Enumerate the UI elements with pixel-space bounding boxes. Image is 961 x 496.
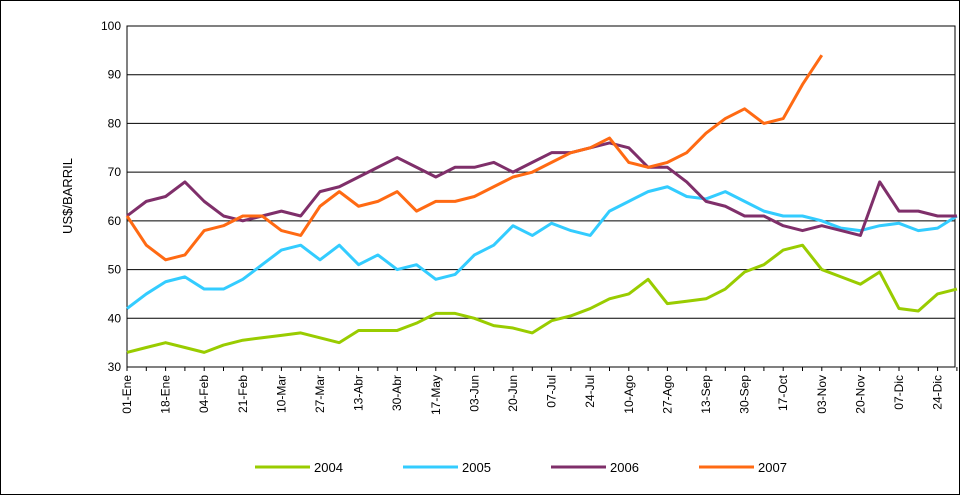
x-tick-label: 07-Dic bbox=[892, 375, 906, 410]
y-tick-label: 40 bbox=[108, 311, 122, 325]
x-tick-label: 03-Jun bbox=[467, 375, 481, 412]
y-tick-label: 80 bbox=[108, 116, 122, 130]
series-line bbox=[126, 141, 957, 237]
legend-label: 2007 bbox=[758, 460, 787, 475]
x-tick-label: 24-Jul bbox=[583, 375, 597, 408]
y-tick-label: 70 bbox=[108, 165, 122, 179]
plot-area bbox=[126, 25, 956, 368]
x-tick-label: 03-Nov bbox=[815, 375, 829, 414]
x-tick-label: 18-Ene bbox=[159, 375, 173, 414]
x-tick-label: 07-Jul bbox=[545, 375, 559, 408]
x-tick-label: 30-Sep bbox=[738, 375, 752, 414]
x-tick-label: 01-Ene bbox=[120, 375, 134, 414]
y-axis-label: US$/BARRIL bbox=[60, 158, 75, 234]
y-tick-label: 30 bbox=[108, 360, 122, 374]
y-tick-label: 60 bbox=[108, 214, 122, 228]
x-tick-label: 27-Mar bbox=[313, 375, 327, 413]
legend-label: 2005 bbox=[462, 460, 491, 475]
x-tick-label: 04-Feb bbox=[197, 375, 211, 413]
legend-label: 2004 bbox=[314, 460, 343, 475]
legend-label: 2006 bbox=[610, 460, 639, 475]
x-tick-label: 21-Feb bbox=[236, 375, 250, 413]
y-tick-label: 90 bbox=[108, 68, 122, 82]
x-tick-label: 13-Abr bbox=[352, 375, 366, 411]
x-tick-label: 17-May bbox=[429, 375, 443, 415]
x-tick-label: 24-Dic bbox=[931, 375, 945, 410]
x-tick-label: 20-Nov bbox=[853, 375, 867, 414]
x-tick-label: 20-Jun bbox=[506, 375, 520, 412]
series-line bbox=[126, 185, 958, 310]
x-tick-label: 10-Ago bbox=[622, 375, 636, 414]
x-tick-label: 17-Oct bbox=[776, 374, 790, 411]
x-tick-label: 10-Mar bbox=[274, 375, 288, 413]
series-line bbox=[126, 243, 958, 354]
x-tick-label: 27-Ago bbox=[660, 375, 674, 414]
y-tick-label: 100 bbox=[101, 19, 121, 33]
y-tick-label: 50 bbox=[108, 263, 122, 277]
series-line bbox=[125, 54, 824, 262]
x-tick-label: 30-Abr bbox=[390, 375, 404, 411]
x-tick-label: 13-Sep bbox=[699, 375, 713, 414]
